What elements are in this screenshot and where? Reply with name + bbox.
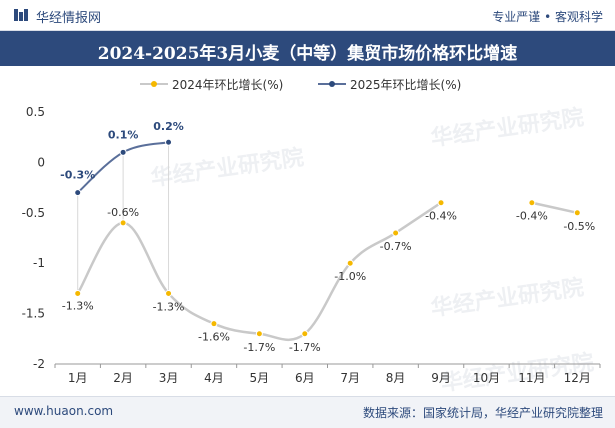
- x-tick-label: 12月: [564, 371, 591, 385]
- data-point-2024: [573, 209, 581, 217]
- data-label-2024: -0.6%: [107, 206, 139, 219]
- x-tick-label: 1月: [68, 371, 88, 385]
- data-label-2025: 0.2%: [153, 120, 184, 133]
- data-point-2024: [301, 330, 309, 338]
- data-point-2024: [255, 330, 263, 338]
- y-tick-label: 0: [37, 155, 45, 169]
- footer-website: www.huaon.com: [14, 404, 114, 418]
- data-label-2024: -0.4%: [516, 210, 548, 223]
- data-label-2024: -1.6%: [198, 331, 230, 344]
- data-label-2024: -1.7%: [243, 341, 275, 354]
- data-point-2024: [392, 229, 400, 237]
- data-label-2024: -0.5%: [563, 220, 595, 233]
- data-label-2025: 0.1%: [108, 128, 139, 141]
- x-tick-label: 4月: [204, 371, 224, 385]
- data-label-2025: -0.3%: [60, 169, 95, 182]
- data-label-2024: -1.0%: [334, 270, 366, 283]
- footer-source: 数据来源：国家统计局，华经产业研究院整理: [362, 406, 603, 420]
- data-point-2025: [165, 138, 173, 146]
- x-tick-label: 7月: [340, 371, 360, 385]
- chart-title: 2024-2025年3月小麦（中等）集贸市场价格环比增速: [97, 44, 518, 64]
- data-label-2024: -1.3%: [62, 299, 94, 312]
- x-tick-label: 11月: [518, 371, 545, 385]
- data-point-2024: [119, 219, 127, 227]
- data-point-2025: [119, 148, 127, 156]
- x-tick-label: 6月: [295, 371, 315, 385]
- x-tick-label: 10月: [473, 371, 500, 385]
- data-label-2024: -0.7%: [380, 240, 412, 253]
- y-tick-label: -1: [33, 256, 45, 270]
- data-label-2024: -1.7%: [289, 341, 321, 354]
- top-bar: 华经情报网 专业严谨 • 客观科学: [0, 0, 615, 31]
- data-point-2024: [346, 259, 354, 267]
- data-point-2024: [437, 199, 445, 207]
- data-point-2024: [528, 199, 536, 207]
- legend-label-2025: 2025年环比增长(%): [350, 78, 462, 92]
- logo-icon: [14, 9, 28, 21]
- slogan: 专业严谨 • 客观科学: [492, 10, 603, 24]
- y-tick-label: -0.5: [22, 206, 45, 220]
- legend-label-2024: 2024年环比增长(%): [172, 78, 284, 92]
- data-point-2024: [165, 289, 173, 297]
- y-tick-label: -1.5: [22, 307, 45, 321]
- data-label-2024: -1.3%: [153, 300, 185, 313]
- data-label-2024: -0.4%: [425, 210, 457, 223]
- y-tick-label: -2: [33, 357, 45, 371]
- x-tick-label: 8月: [386, 371, 406, 385]
- x-tick-label: 9月: [431, 371, 451, 385]
- series-line-2024: [76, 201, 442, 342]
- x-tick-label: 2月: [113, 371, 133, 385]
- y-tick-label: 0.5: [26, 105, 45, 119]
- data-point-2024: [210, 320, 218, 328]
- title-band: [0, 31, 615, 66]
- brand-name: 华经情报网: [36, 11, 102, 26]
- x-tick-label: 3月: [159, 371, 179, 385]
- x-tick-label: 5月: [250, 371, 270, 385]
- legend-marker-2024: [140, 81, 168, 87]
- legend-marker-2025: [318, 81, 346, 87]
- footer: www.huaon.com 数据来源：国家统计局，华经产业研究院整理: [0, 396, 615, 428]
- data-point-2024: [74, 289, 82, 297]
- data-point-2025: [74, 189, 82, 197]
